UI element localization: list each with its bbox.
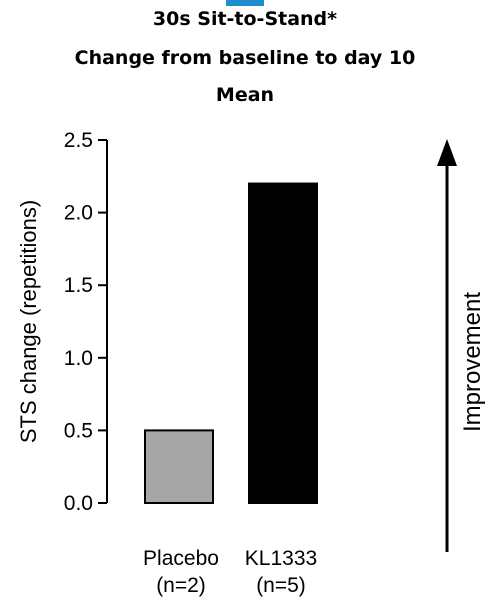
y-tick-label: 2.5 xyxy=(64,129,93,152)
bar-kl1333 xyxy=(248,182,318,504)
chart-title-line-3: Mean xyxy=(215,84,275,106)
bar-placebo xyxy=(144,429,214,504)
chart-axes: 0.0 0.5 1.0 1.5 2.0 2.5 STS change (repetition… xyxy=(16,129,108,515)
chart-title-line-2: Change from baseline to day 10 xyxy=(74,47,416,69)
y-tick-label: 0.0 xyxy=(64,492,93,515)
improvement-annotation: Improvement xyxy=(437,139,486,552)
category-label: Placebo xyxy=(143,547,219,570)
chart-title-line-1: 30s Sit-to-Stand* xyxy=(152,8,338,30)
category-n-label: (n=2) xyxy=(156,574,206,597)
improvement-arrow-head xyxy=(437,139,457,166)
y-tick-label: 1.5 xyxy=(64,274,93,297)
y-tick-label: 0.5 xyxy=(64,419,93,442)
y-axis-title: STS change (repetitions) xyxy=(16,200,41,443)
category-label: KL1333 xyxy=(245,547,317,570)
y-tick-label: 2.0 xyxy=(64,202,93,225)
y-tick-label: 1.0 xyxy=(64,347,93,370)
chart-labels: Placebo (n=2) KL1333 (n=5) xyxy=(143,547,317,597)
header-accent-mark xyxy=(226,0,264,6)
category-n-label: (n=5) xyxy=(256,574,306,597)
chart-bars xyxy=(144,182,318,504)
improvement-label: Improvement xyxy=(459,292,486,432)
